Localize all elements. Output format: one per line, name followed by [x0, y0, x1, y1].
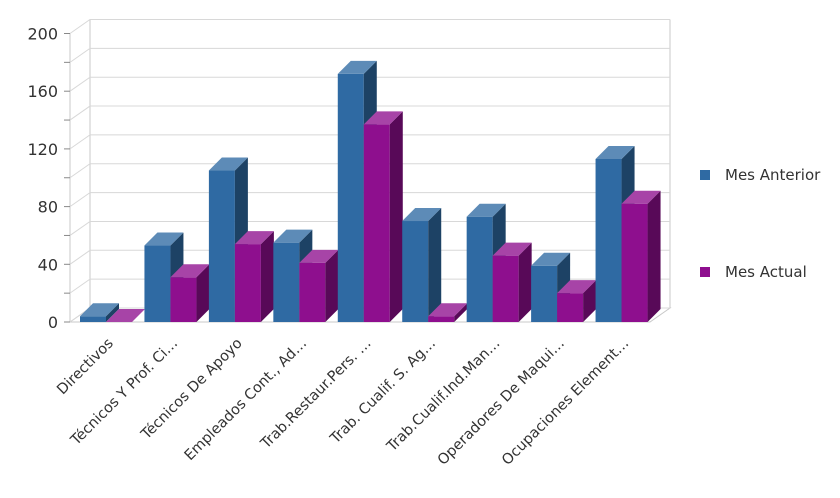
- x-tick-label-trab-cualif-ind-man: Trab.Cualif.Ind.Man…: [384, 336, 504, 456]
- x-tick-label-trab-cualif-s-ag: Trab. Cualif. S. Ag…: [327, 336, 439, 448]
- bar-mes-anterior-tecnicos-de-apoyo-front: [208, 170, 235, 322]
- bar-mes-anterior-trab-cualif-s-ag-front: [402, 221, 429, 322]
- bar-mes-actual-directivos-top: [106, 309, 145, 322]
- bar-mes-anterior-operadores-de-maqui-front: [531, 265, 558, 322]
- bar-mes-anterior-tecnicos-y-prof-ci-top: [144, 232, 184, 246]
- bar-mes-actual-empleados-cont-ad[interactable]: [299, 249, 339, 322]
- legend-swatch-mes-actual: [700, 267, 710, 277]
- bar-mes-actual-trab-restaur-pers-side: [389, 111, 403, 322]
- x-tick-label-tecnicos-y-prof-ci: Técnicos Y Prof. Ci…: [67, 336, 181, 450]
- gridline: [69, 134, 670, 150]
- bar-mes-actual-empleados-cont-ad-side: [325, 249, 339, 322]
- bar-mes-anterior-directivos-top: [80, 303, 119, 317]
- bar-mes-actual-operadores-de-maqui-top: [557, 280, 597, 294]
- bar-mes-actual-ocupaciones-element-front: [621, 203, 648, 322]
- bar-mes-anterior-tecnicos-y-prof-ci-front: [144, 245, 171, 322]
- bar-mes-actual-directivos[interactable]: [106, 309, 145, 322]
- legend-label-mes-actual: Mes Actual: [725, 263, 807, 281]
- legend-swatch-mes-anterior: [700, 170, 710, 180]
- chart-bars: [80, 60, 661, 322]
- bar-mes-actual-empleados-cont-ad-top: [299, 249, 339, 263]
- bar-mes-actual-trab-cualif-ind-man[interactable]: [492, 242, 532, 322]
- bar-mes-anterior-trab-cualif-s-ag-top: [402, 208, 442, 222]
- x-tick-label-operadores-de-maqui: Operadores De Maqui…: [435, 336, 568, 469]
- gridline: [69, 76, 670, 92]
- bar-mes-anterior-trab-cualif-ind-man[interactable]: [466, 203, 506, 322]
- x-tick-label-trab-restaur-pers: Trab.Restaur.Pers. …: [257, 336, 374, 453]
- legend-item-mes-actual[interactable]: Mes Actual: [700, 263, 807, 281]
- bar-mes-actual-trab-cualif-ind-man-top: [492, 242, 532, 256]
- bar-mes-actual-operadores-de-maqui[interactable]: [557, 280, 597, 322]
- chart-gridlines: [69, 19, 670, 323]
- bar-mes-anterior-trab-cualif-s-ag[interactable]: [402, 208, 442, 322]
- bar-mes-anterior-ocupaciones-element-top: [595, 145, 635, 159]
- bar-mes-actual-ocupaciones-element[interactable]: [621, 190, 661, 322]
- legend-item-mes-anterior[interactable]: Mes Anterior: [700, 166, 820, 184]
- bar-mes-anterior-operadores-de-maqui-top: [531, 252, 571, 266]
- bar-mes-anterior-trab-restaur-pers-top: [337, 60, 377, 74]
- bar-mes-actual-operadores-de-maqui-side: [583, 280, 597, 322]
- gridline: [69, 163, 670, 179]
- bar-mes-actual-trab-cualif-s-ag-side: [454, 303, 468, 322]
- bar-mes-anterior-trab-cualif-s-ag-side: [428, 208, 442, 322]
- gridline: [69, 105, 670, 121]
- bar-mes-actual-tecnicos-de-apoyo-side: [260, 231, 274, 322]
- y-tick-label: 40: [38, 255, 58, 274]
- bar-mes-anterior-directivos[interactable]: [80, 303, 119, 322]
- bar-mes-actual-tecnicos-de-apoyo-front: [234, 244, 261, 322]
- bar-mes-actual-trab-restaur-pers-top: [363, 111, 403, 125]
- y-tick-label: 0: [48, 313, 58, 332]
- y-tick-label: 80: [38, 198, 58, 217]
- bar-mes-anterior-directivos-front: [80, 316, 106, 322]
- bar-mes-actual-trab-restaur-pers-front: [363, 124, 390, 322]
- bar-mes-actual-operadores-de-maqui-front: [557, 293, 584, 322]
- bar-mes-anterior-trab-cualif-ind-man-top: [466, 203, 506, 217]
- bar-mes-actual-trab-cualif-s-ag[interactable]: [428, 303, 468, 322]
- bar-mes-anterior-empleados-cont-ad-front: [273, 242, 300, 322]
- y-tick-label: 120: [27, 140, 58, 159]
- y-tick-label: 160: [27, 82, 58, 101]
- x-tick-label-ocupaciones-element: Ocupaciones Element…: [499, 336, 632, 469]
- bar-mes-anterior-ocupaciones-element-front: [595, 158, 622, 322]
- bar-mes-actual-tecnicos-y-prof-ci[interactable]: [170, 264, 210, 322]
- bar-mes-actual-trab-restaur-pers[interactable]: [363, 111, 403, 322]
- y-tick-label: 200: [27, 25, 58, 44]
- bar-mes-anterior-tecnicos-de-apoyo-top: [208, 157, 248, 171]
- bar-mes-actual-trab-cualif-s-ag-top: [428, 303, 468, 317]
- legend-label-mes-anterior: Mes Anterior: [725, 166, 821, 184]
- bar-mes-actual-tecnicos-y-prof-ci-side: [196, 264, 210, 322]
- bar-mes-anterior-trab-cualif-ind-man-front: [466, 216, 493, 322]
- gridline: [69, 192, 670, 208]
- bar-mes-actual-tecnicos-de-apoyo[interactable]: [234, 231, 274, 322]
- bar-mes-actual-tecnicos-y-prof-ci-top: [170, 264, 210, 278]
- bar-mes-actual-ocupaciones-element-side: [647, 190, 661, 322]
- bar-mes-actual-tecnicos-de-apoyo-top: [234, 231, 274, 245]
- gridline: [69, 19, 670, 34]
- bar-mes-actual-trab-cualif-s-ag-front: [428, 316, 455, 322]
- bar-mes-actual-tecnicos-y-prof-ci-front: [170, 277, 197, 322]
- bar-mes-actual-trab-cualif-ind-man-front: [492, 255, 519, 322]
- y-axis: 0 40 80 120 160 200: [27, 25, 70, 332]
- bar-mes-actual-ocupaciones-element-top: [621, 190, 661, 204]
- bar-mes-anterior-directivos-side: [106, 303, 119, 322]
- x-tick-label-empleados-cont-ad: Empleados Cont., Ad…: [182, 336, 310, 464]
- gridline: [69, 47, 670, 63]
- bar-mes-anterior-trab-restaur-pers-front: [337, 73, 364, 322]
- bar-mes-actual-trab-cualif-ind-man-side: [518, 242, 532, 322]
- x-tick-label-directivos: Directivos: [54, 336, 117, 399]
- bar-mes-anterior-empleados-cont-ad-top: [273, 229, 313, 243]
- bar-mes-actual-empleados-cont-ad-front: [299, 262, 326, 322]
